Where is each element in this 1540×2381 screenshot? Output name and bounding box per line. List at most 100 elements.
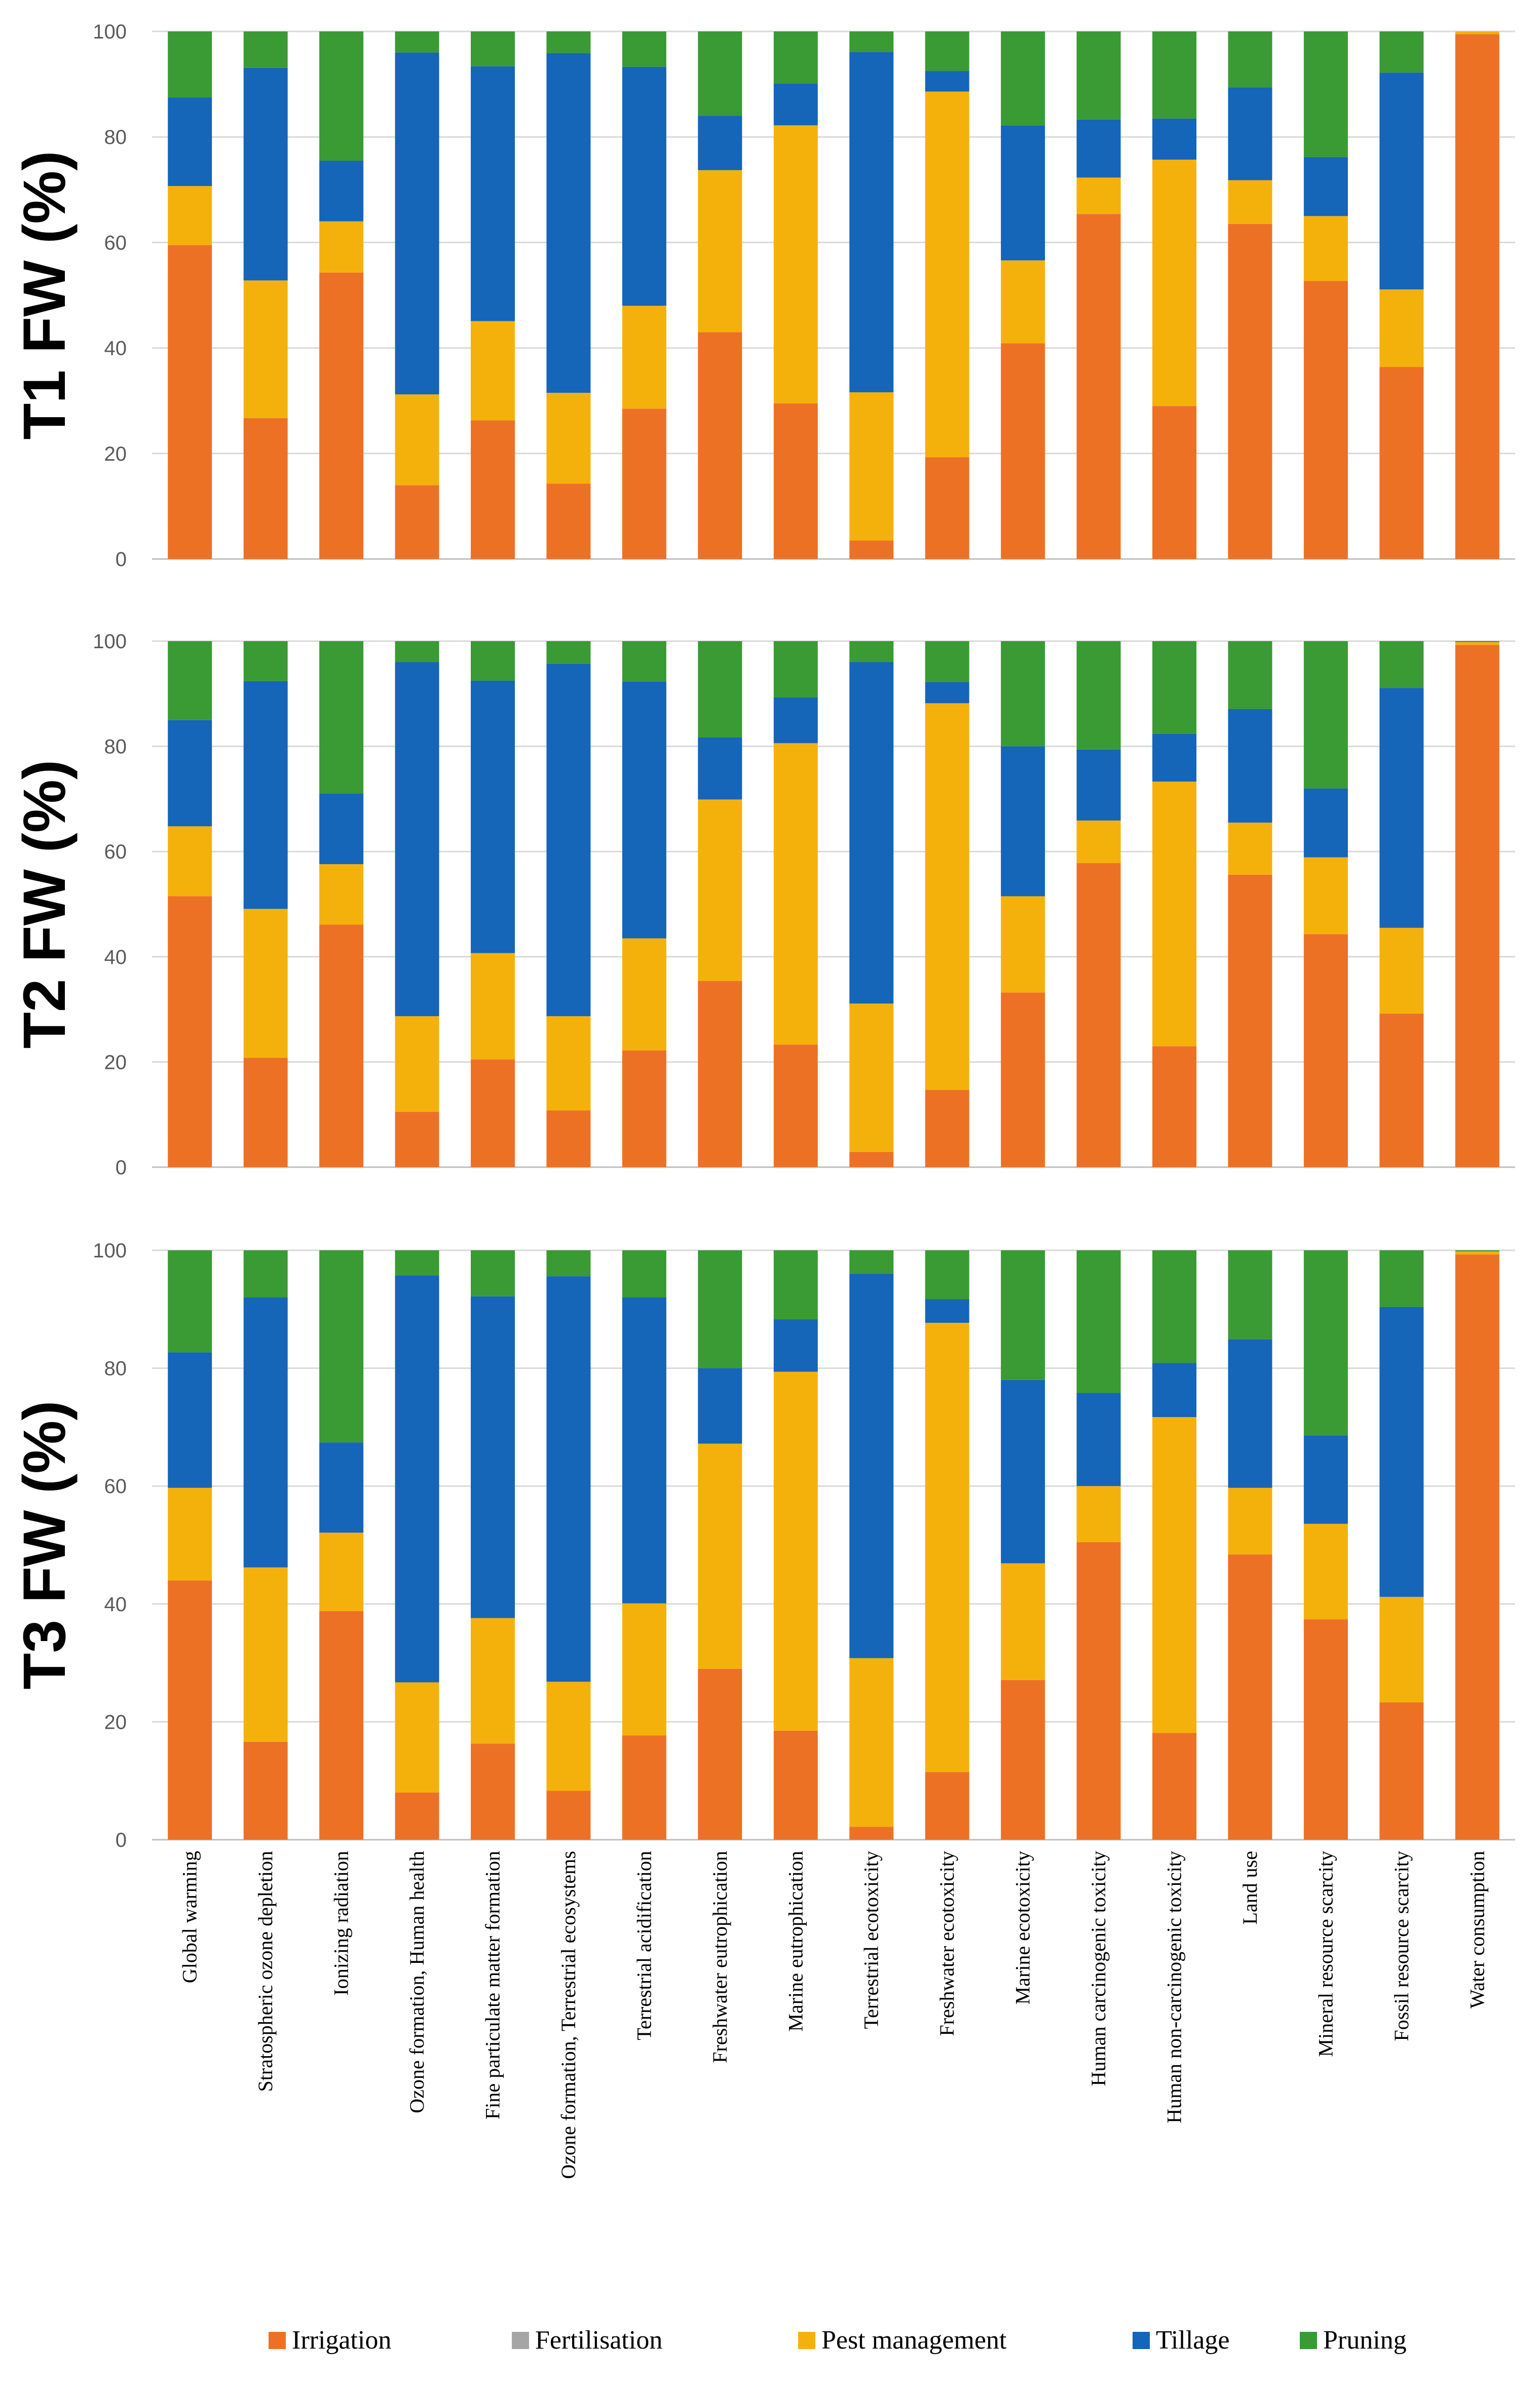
bar-segment-tillage	[471, 680, 515, 953]
bar-segment-pruning	[395, 31, 439, 53]
bar-segment-irrigation	[622, 1735, 666, 1840]
bar-segment-irrigation	[773, 1045, 818, 1167]
x-tick-label: Marine ecotoxicity	[1011, 1851, 1034, 2004]
y-tick-label: 100	[93, 21, 127, 43]
bar-segment-tillage	[849, 52, 894, 393]
bar-segment-pruning	[1303, 641, 1348, 789]
bar-segment-irrigation	[395, 485, 439, 559]
bar-segment-pruning	[168, 1250, 212, 1353]
panel-1: 0 20 40 60 80 100 T1 FW (%)	[11, 21, 1515, 571]
bar-segment-pest-management	[698, 1443, 742, 1669]
bar-segment-tillage	[319, 161, 364, 221]
panel-2: 0 20 40 60 80 100 T2 FW (%)	[11, 630, 1515, 1179]
y-tick-label: 100	[93, 1240, 127, 1262]
bar-segment-pest-management	[319, 221, 364, 273]
bar-segment-tillage	[243, 1297, 288, 1568]
x-tick-label: Human carcinogenic toxicity	[1087, 1851, 1110, 2086]
bar-segment-tillage	[925, 71, 969, 92]
y-tick-label: 20	[104, 1711, 127, 1733]
x-tick-label: Fine particulate matter formation	[481, 1851, 504, 2119]
bar-segment-pruning	[1001, 31, 1045, 126]
bar-segment-pruning	[471, 641, 515, 681]
bar-segment-tillage	[1228, 1339, 1272, 1488]
bar-segment-irrigation	[1228, 874, 1272, 1167]
bar-segment-pest-management	[1455, 642, 1499, 645]
bar-segment-irrigation	[1379, 367, 1424, 559]
y-axis-title: T1 FW (%)	[11, 151, 78, 439]
y-tick-label: 40	[104, 338, 127, 360]
bar-segment-pest-management	[243, 280, 288, 419]
bar-segment-irrigation	[1455, 34, 1499, 560]
bar-segment-tillage	[395, 662, 439, 1017]
bar-segment-tillage	[319, 1442, 364, 1533]
bar-segment-irrigation	[1228, 224, 1272, 560]
bar-segment-irrigation	[319, 1611, 364, 1840]
bar-segment-tillage	[1379, 1307, 1424, 1597]
bar-segment-pest-management	[471, 321, 515, 421]
bar-segment-tillage	[698, 737, 742, 800]
bar-segment-irrigation	[1303, 934, 1348, 1167]
x-tick-label: Human non-carcinogenic toxicity	[1163, 1851, 1186, 2124]
bar-segment-irrigation	[471, 1743, 515, 1840]
bar-segment-tillage	[698, 116, 742, 170]
bar-segment-tillage	[849, 662, 894, 1004]
bar-segment-tillage	[773, 84, 818, 126]
bar-segment-pest-management	[168, 826, 212, 897]
bar-segment-pest-management	[849, 1658, 894, 1827]
bar-segment-tillage	[319, 794, 364, 865]
x-tick-label: Ionizing radiation	[330, 1851, 353, 1995]
bar-segment-pruning	[773, 1250, 818, 1320]
bar-segment-irrigation	[925, 1090, 969, 1167]
bar-segment-pest-management	[622, 938, 666, 1051]
bar-segment-pruning	[1228, 641, 1272, 709]
bar-segment-irrigation	[243, 1058, 288, 1167]
bar-segment-tillage	[1152, 1363, 1196, 1418]
bar-segment-irrigation	[622, 408, 666, 559]
bar-segment-pest-management	[168, 1487, 212, 1581]
bar-segment-irrigation	[395, 1792, 439, 1840]
bar-segment-tillage	[1076, 749, 1121, 821]
bar-segment-pruning	[1303, 31, 1348, 157]
y-tick-label: 80	[104, 126, 127, 148]
bar-segment-pest-management	[849, 392, 894, 541]
bar-segment-tillage	[1303, 1435, 1348, 1524]
bar-segment-pruning	[1455, 1250, 1499, 1252]
bar-segment-tillage	[168, 720, 212, 827]
bar-segment-pest-management	[1379, 1596, 1424, 1703]
bar-segment-pruning	[849, 31, 894, 52]
bar-segment-tillage	[395, 52, 439, 395]
y-tick-label: 80	[104, 736, 127, 758]
bar-segment-irrigation	[698, 1668, 742, 1840]
bar-segment-pruning	[546, 1250, 591, 1277]
bar-segment-irrigation	[1001, 1680, 1045, 1840]
bar-segment-pest-management	[1001, 1563, 1045, 1680]
bar-segment-pruning	[849, 641, 894, 662]
bar-segment-pruning	[1455, 641, 1499, 643]
bar-segment-pruning	[698, 31, 742, 116]
bar-segment-tillage	[698, 1368, 742, 1444]
bar-segment-pest-management	[319, 1533, 364, 1611]
bar-segment-irrigation	[1455, 1254, 1499, 1840]
bar-segment-pest-management	[773, 125, 818, 403]
bar-segment-irrigation	[849, 1827, 894, 1840]
bar-segment-pest-management	[849, 1003, 894, 1152]
bar-segment-irrigation	[773, 1730, 818, 1840]
bar-segment-irrigation	[319, 272, 364, 559]
bar-segment-irrigation	[698, 332, 742, 559]
y-tick-label: 60	[104, 1475, 127, 1498]
y-tick-label: 20	[104, 443, 127, 465]
bar-segment-pruning	[773, 641, 818, 698]
bar-segment-pruning	[471, 1250, 515, 1296]
x-tick-label: Mineral resource scarcity	[1314, 1851, 1337, 2057]
bar-segment-irrigation	[1379, 1702, 1424, 1840]
bar-segment-pest-management	[622, 306, 666, 409]
bar-segment-pruning	[168, 641, 212, 720]
bar-segment-tillage	[243, 67, 288, 281]
bar-segment-irrigation	[622, 1050, 666, 1167]
bar-segment-pruning	[1379, 1250, 1424, 1307]
bar-segment-pruning	[1152, 1250, 1196, 1363]
legend: Irrigation Fertilisation Pest management Ti…	[269, 2326, 1407, 2355]
bar-segment-pruning	[395, 1250, 439, 1276]
bar-segment-pest-management	[925, 1323, 969, 1772]
bar-segment-tillage	[471, 66, 515, 321]
